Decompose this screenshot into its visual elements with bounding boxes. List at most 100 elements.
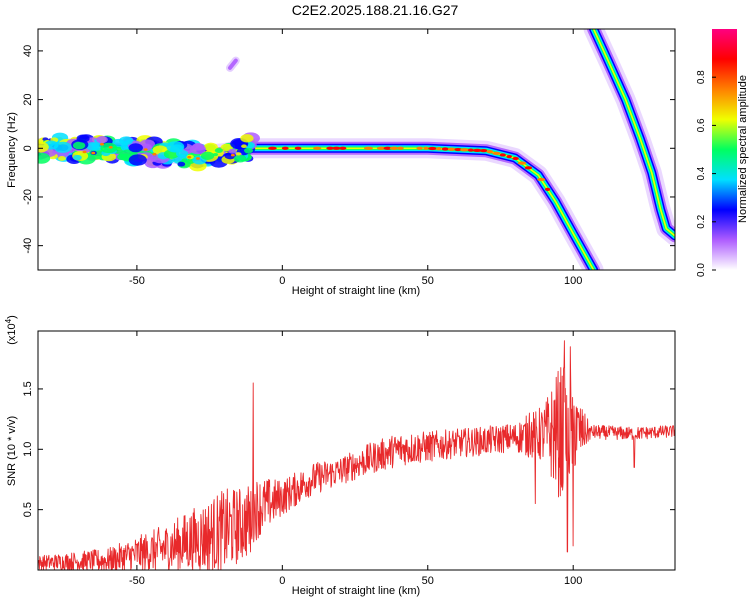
peak-marker: [512, 156, 519, 161]
peak-marker: [99, 142, 104, 146]
noise-blob: [58, 156, 66, 161]
peak-marker: [195, 157, 200, 160]
peak-marker: [383, 146, 392, 150]
y-tick-label: 0.5: [22, 502, 34, 517]
spectrogram-panel: -50 0 50 100 40 20 0 -20 -40 Height of straight…: [6, 28, 676, 297]
spectrogram-frame: [37, 28, 676, 271]
snr-line: [38, 340, 675, 570]
spectral-noise-blobs: [38, 132, 260, 172]
peak-marker: [428, 146, 437, 151]
snr-panel: -50 0 50 100 0.5 1.0 1.5 Height of straight l…: [4, 315, 676, 597]
noise-blob: [214, 147, 223, 153]
colorbar-tick: 0.0: [696, 263, 716, 277]
peak-marker: [472, 148, 482, 152]
spectrogram-xlabel: Height of straight line (km): [292, 285, 420, 297]
peak-marker: [389, 146, 399, 150]
colorbar-tick-label: 0.0: [696, 263, 707, 277]
noise-blob: [177, 161, 186, 167]
spectral-trace: [226, 56, 240, 72]
noise-blob: [128, 154, 147, 166]
x-tick-label: 0: [279, 575, 285, 587]
colorbar-label: Normalized spectral amplitude: [737, 75, 749, 223]
peak-marker: [423, 146, 429, 150]
peak-marker: [281, 146, 289, 150]
colorbar-ticks: 0.0 0.2 0.4 0.6 0.8: [696, 70, 716, 277]
peak-marker: [517, 161, 527, 165]
snr-multiplier: (x104): [4, 315, 18, 345]
peak-marker: [339, 146, 347, 150]
noise-blob: [38, 141, 49, 153]
noise-blob: [189, 144, 206, 155]
noise-blob: [53, 141, 72, 153]
peak-marker: [397, 146, 404, 150]
snr-plot-area: [38, 331, 675, 570]
colorbar-tick-label: 0.2: [696, 214, 707, 228]
noise-blob: [244, 147, 254, 154]
peak-marker: [436, 147, 442, 151]
peak-marker: [447, 147, 456, 151]
peak-marker: [152, 152, 157, 156]
peak-marker: [460, 148, 469, 152]
colorbar-tick: 0.2: [696, 214, 716, 229]
colorbar-tick: 0.4: [696, 166, 716, 181]
spectrogram-x-axis: -50 0 50 100: [129, 29, 582, 287]
spectrogram-ylabel: Frequency (Hz): [6, 112, 18, 188]
y-tick-label: 1.5: [22, 381, 34, 396]
noise-blob: [85, 142, 100, 151]
colorbar-scale: [712, 29, 737, 270]
peak-marker: [454, 147, 462, 152]
spectrogram-y-axis: 40 20 0 -20 -40: [22, 45, 675, 254]
peak-marker: [108, 146, 113, 149]
peak-marker: [492, 151, 501, 155]
peak-marker: [467, 148, 474, 152]
noise-blob: [128, 143, 143, 153]
snr-xlabel: Height of straight line (km): [292, 585, 420, 597]
peak-marker: [230, 153, 235, 157]
colorbar-tick-label: 0.6: [696, 118, 707, 132]
colorbar-tick-label: 0.8: [696, 70, 707, 84]
noise-blob: [42, 137, 49, 142]
peak-marker: [294, 146, 302, 150]
x-tick-label: 50: [422, 275, 434, 287]
x-tick-label: 100: [564, 275, 582, 287]
x-tick-label: 100: [564, 575, 582, 587]
noise-blob: [96, 135, 108, 144]
noise-blob: [100, 142, 118, 154]
peak-marker: [313, 146, 322, 150]
snr-y-axis: 0.5 1.0 1.5: [22, 381, 675, 517]
noise-blob: [200, 151, 215, 160]
peak-marker: [363, 146, 373, 150]
noise-blob: [241, 144, 247, 149]
peak-marker: [91, 151, 96, 155]
y-tick-label: -40: [22, 238, 34, 254]
peak-marker: [441, 147, 449, 151]
peak-marker: [332, 146, 341, 150]
peak-marker: [544, 187, 551, 191]
snr-ylabel: SNR (10 * v/v): [6, 416, 18, 486]
colorbar: 0.0 0.2 0.4 0.6 0.8 Normalized spectral ampl…: [696, 29, 749, 277]
noise-blob: [76, 134, 90, 143]
x-tick-label: -50: [129, 575, 145, 587]
y-tick-label: 20: [22, 93, 34, 105]
peak-marker: [268, 146, 277, 150]
peak-marker: [143, 148, 148, 151]
x-tick-label: 50: [422, 575, 434, 587]
peak-marker: [506, 154, 512, 159]
noise-blob: [166, 141, 185, 153]
peak-marker: [499, 153, 506, 157]
noise-blob: [235, 152, 242, 156]
noise-blob: [72, 141, 86, 150]
colorbar-tick: 0.6: [696, 118, 716, 132]
peak-marker: [326, 146, 334, 150]
noise-blob: [121, 153, 132, 160]
noise-blob: [233, 154, 247, 163]
colorbar-tick: 0.8: [696, 70, 716, 84]
snr-frame: [37, 330, 676, 571]
peak-marker: [524, 166, 533, 170]
y-tick-label: 1.0: [22, 442, 34, 457]
spectral-trace: [583, 29, 675, 246]
spectrogram-heatmap: [38, 29, 675, 270]
snr-series: [38, 340, 675, 570]
x-tick-label: 0: [279, 275, 285, 287]
